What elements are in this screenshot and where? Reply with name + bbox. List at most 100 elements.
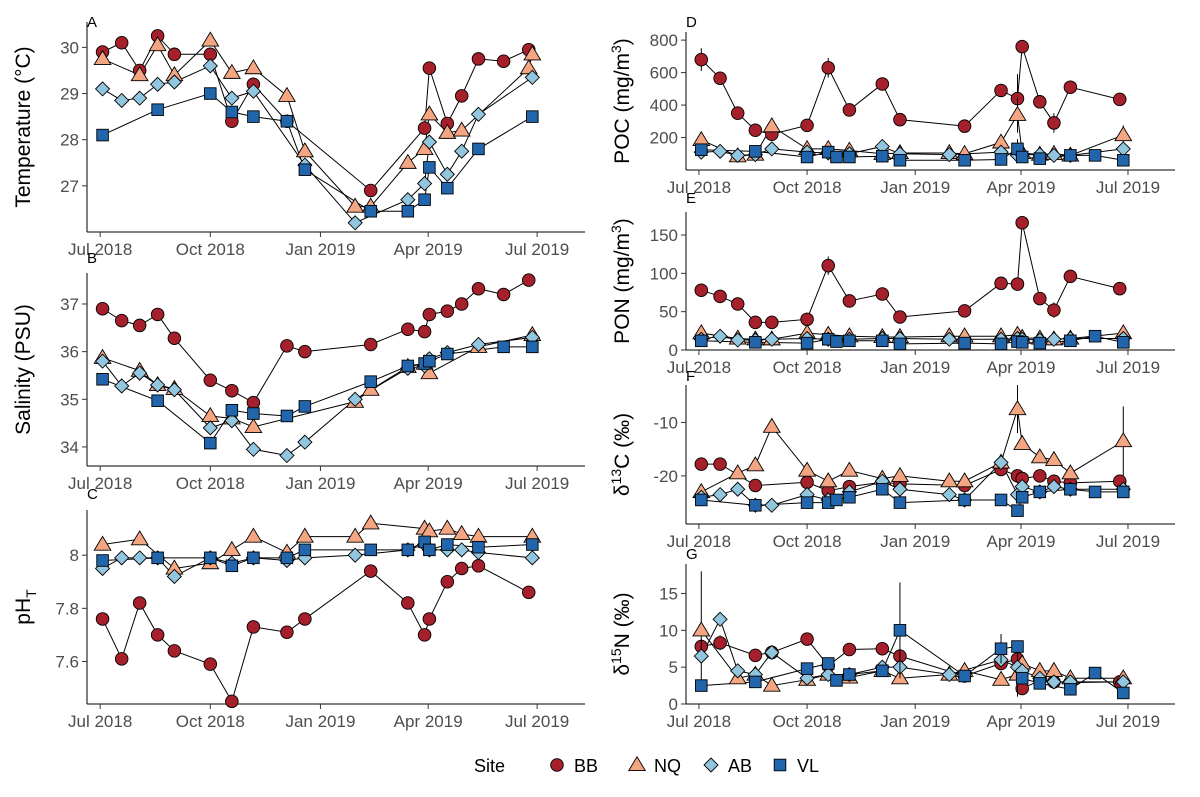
data-point-bb <box>203 657 218 671</box>
data-point-vl <box>526 340 539 354</box>
data-point-nq <box>420 105 439 121</box>
data-point-bb <box>280 625 294 639</box>
data-point-vl <box>423 161 436 174</box>
data-point-ab <box>94 353 111 369</box>
data-point-ab <box>166 382 183 398</box>
data-point-bb <box>730 297 745 311</box>
data-point-bb <box>875 641 890 656</box>
x-tick-label: Jan 2019 <box>880 178 950 197</box>
data-point-nq <box>819 472 838 488</box>
data-point-nq <box>519 59 538 75</box>
data-point-ab <box>439 166 455 182</box>
data-point-vl <box>1064 149 1077 162</box>
data-point-bb <box>694 52 709 67</box>
data-point-ab <box>421 134 438 150</box>
data-point-nq <box>1030 448 1049 464</box>
series-line-bb <box>102 34 529 192</box>
data-point-vl <box>800 336 814 350</box>
data-point-vl <box>830 335 843 348</box>
x-tick-label: Apr 2019 <box>987 358 1056 377</box>
data-point-ab <box>202 58 218 74</box>
data-point-ab <box>132 550 148 566</box>
data-point-vl <box>298 163 312 176</box>
data-point-vl <box>1033 336 1047 350</box>
data-point-nq <box>222 63 241 79</box>
series-line-ab <box>102 65 533 224</box>
legend-key-vl <box>773 758 787 772</box>
panel-label: G <box>686 546 698 563</box>
data-point-vl <box>1011 504 1024 517</box>
x-tick-label: Jan 2019 <box>880 532 950 551</box>
data-point-vl <box>204 551 217 565</box>
data-point-nq <box>346 197 365 213</box>
data-point-nq <box>991 670 1011 686</box>
y-tick-label: 10 <box>659 621 678 640</box>
data-point-vl <box>441 538 454 551</box>
y-tick-label: 800 <box>650 31 678 50</box>
data-point-bb <box>893 112 907 127</box>
data-point-ab <box>712 486 728 503</box>
data-point-bb <box>713 289 727 304</box>
data-point-vl <box>800 496 814 509</box>
legend-key-bb <box>550 758 564 772</box>
data-point-vl <box>1015 336 1029 349</box>
data-point-bb <box>95 301 110 316</box>
y-axis-title: Salinity (PSU) <box>12 304 35 435</box>
data-point-bb <box>875 77 890 91</box>
legend-label-bb: BB <box>574 756 598 776</box>
data-point-vl <box>441 181 454 195</box>
data-point-vl <box>298 543 312 557</box>
y-tick-label: 37 <box>60 295 79 314</box>
data-point-ab <box>347 215 363 231</box>
y-tick-label: 27 <box>60 177 79 196</box>
x-tick-label: Jan 2019 <box>880 358 950 377</box>
data-point-vl <box>821 657 835 670</box>
data-point-nq <box>523 45 542 61</box>
data-point-bb <box>521 273 536 287</box>
data-point-ab <box>712 611 728 627</box>
data-point-nq <box>244 527 263 543</box>
data-point-vl <box>418 193 431 206</box>
data-point-bb <box>1047 116 1061 130</box>
data-point-vl <box>893 624 907 637</box>
data-point-bb <box>471 281 486 296</box>
data-point-nq <box>222 540 241 556</box>
data-point-bb <box>454 297 469 311</box>
data-point-bb <box>114 36 129 50</box>
data-point-bb <box>225 383 239 398</box>
data-point-vl <box>800 662 814 675</box>
x-tick-label: Jul 2018 <box>68 474 132 493</box>
legend-label-ab: AB <box>728 756 752 776</box>
data-point-nq <box>201 406 220 423</box>
x-tick-label: Apr 2019 <box>394 474 463 493</box>
y-tick-label: 7.6 <box>55 652 79 671</box>
data-point-vl <box>994 337 1008 351</box>
data-point-bb <box>800 475 814 490</box>
data-point-bb <box>363 183 378 198</box>
data-point-bb <box>246 620 261 634</box>
x-tick-label: Jul 2019 <box>1096 712 1160 731</box>
panel-label: E <box>686 190 696 207</box>
x-tick-label: Jul 2018 <box>667 358 731 377</box>
data-point-vl <box>994 642 1008 655</box>
data-point-bb <box>694 283 709 297</box>
data-point-bb <box>363 564 378 578</box>
data-point-vl <box>994 493 1008 507</box>
data-point-ab <box>993 454 1009 471</box>
data-point-ab <box>297 434 313 450</box>
data-point-bb <box>713 71 727 86</box>
data-point-nq <box>1008 105 1027 121</box>
y-tick-label: 30 <box>60 38 79 57</box>
data-point-ab <box>941 331 957 347</box>
data-point-bb <box>957 119 972 133</box>
data-point-nq <box>295 142 314 158</box>
x-tick-label: Apr 2019 <box>394 712 463 731</box>
data-point-bb <box>748 478 763 493</box>
y-tick-label: 36 <box>60 343 79 362</box>
data-point-nq <box>840 461 859 477</box>
data-point-bb <box>417 121 432 135</box>
y-axis-title: δ15N (‰) <box>608 592 634 675</box>
data-point-nq <box>277 86 297 102</box>
data-point-bb <box>150 307 165 322</box>
data-point-vl <box>1117 686 1130 700</box>
